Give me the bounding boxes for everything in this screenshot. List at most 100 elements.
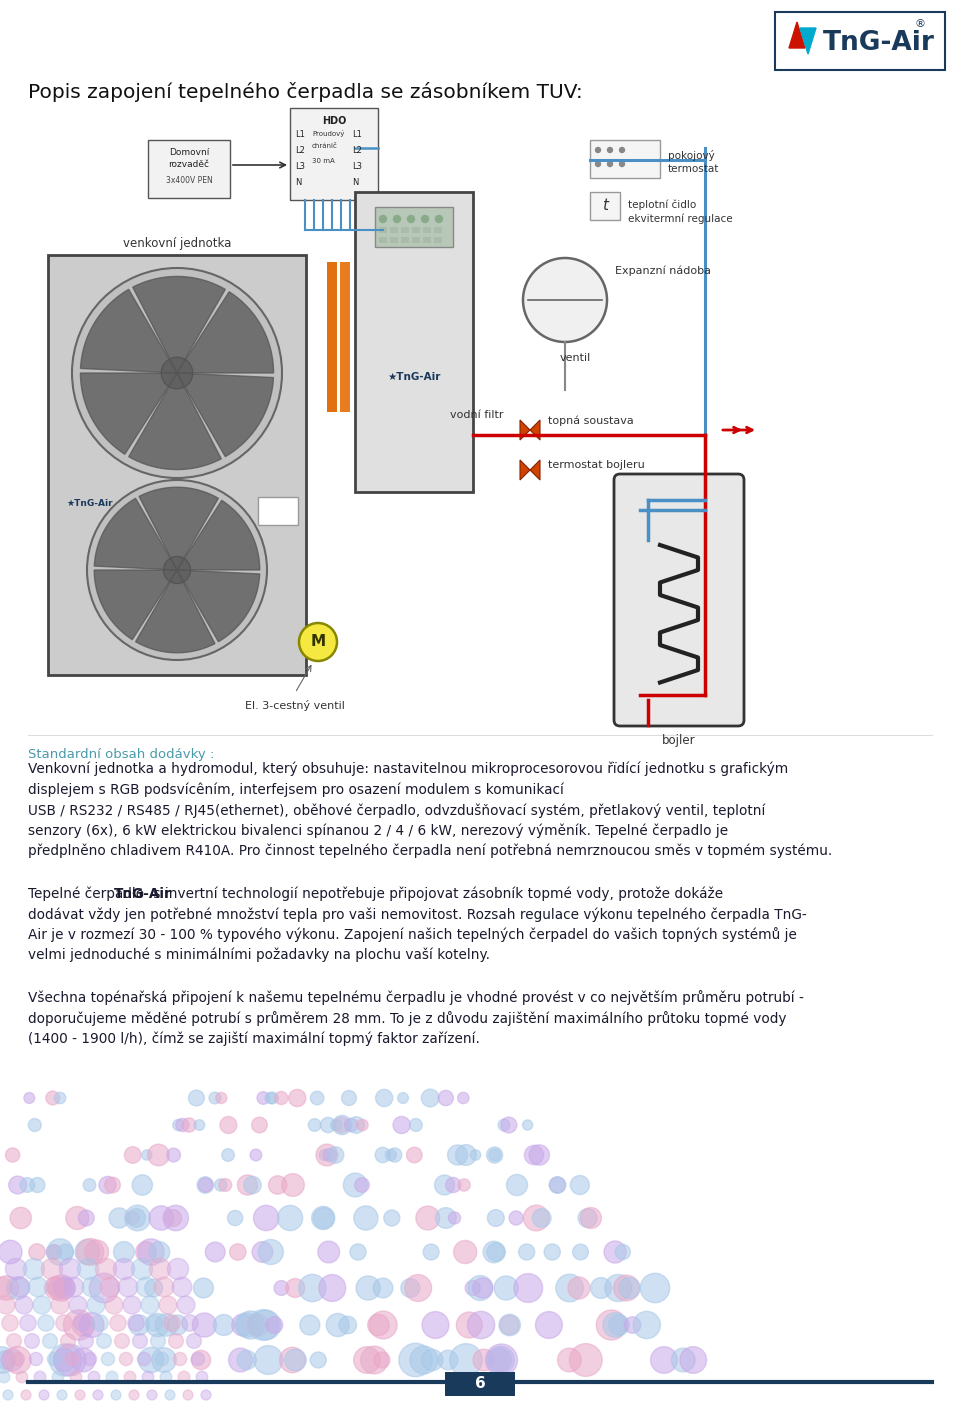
Circle shape — [60, 1259, 81, 1280]
Circle shape — [524, 1145, 543, 1164]
Circle shape — [498, 1119, 510, 1131]
Circle shape — [398, 1343, 432, 1377]
Text: Tepelné čerpadlo: Tepelné čerpadlo — [28, 887, 149, 901]
Circle shape — [237, 1174, 257, 1195]
Bar — [401, 237, 409, 244]
Circle shape — [191, 1350, 210, 1370]
Circle shape — [80, 1312, 104, 1338]
Circle shape — [253, 1346, 283, 1374]
Circle shape — [384, 1209, 400, 1226]
Bar — [434, 237, 442, 244]
Circle shape — [127, 1208, 146, 1228]
Circle shape — [523, 258, 607, 342]
Circle shape — [286, 1278, 304, 1298]
Circle shape — [148, 1145, 169, 1166]
Text: Standardní obsah dodávky :: Standardní obsah dodávky : — [28, 748, 214, 760]
Text: termostat bojleru: termostat bojleru — [548, 460, 645, 470]
Circle shape — [356, 1276, 380, 1300]
Circle shape — [137, 1239, 164, 1266]
Text: teplotní čidlo: teplotní čidlo — [628, 200, 696, 211]
Bar — [423, 237, 431, 244]
Text: doporučujeme měděné potrubí s průměrem 28 mm. To je z důvodu zajištění maximální: doporučujeme měděné potrubí s průměrem 2… — [28, 1011, 786, 1026]
Circle shape — [310, 1091, 324, 1105]
Bar — [379, 237, 387, 244]
Text: Venkovní jednotka a hydromodul, který obsuhuje: nastavitelnou mikroprocesorovou : Venkovní jednotka a hydromodul, který ob… — [28, 762, 788, 776]
Circle shape — [142, 1150, 152, 1160]
Text: displejem s RGB podsvícêním, interfejsem pro osazení modulem s komunikací: displejem s RGB podsvícêním, interfejsem… — [28, 783, 564, 797]
Bar — [327, 262, 337, 413]
Circle shape — [30, 1353, 42, 1366]
Polygon shape — [520, 460, 530, 480]
Circle shape — [281, 1174, 304, 1197]
Circle shape — [436, 1208, 456, 1228]
Circle shape — [188, 1090, 204, 1105]
Circle shape — [205, 1242, 225, 1262]
Circle shape — [228, 1211, 243, 1225]
Circle shape — [169, 1333, 183, 1349]
Circle shape — [609, 1315, 629, 1335]
Circle shape — [1, 1349, 23, 1371]
Circle shape — [299, 1274, 326, 1301]
Circle shape — [201, 1390, 211, 1400]
Circle shape — [64, 1277, 84, 1297]
Circle shape — [97, 1333, 111, 1349]
Circle shape — [483, 1242, 505, 1263]
Circle shape — [216, 1093, 227, 1104]
Circle shape — [47, 1239, 73, 1266]
Circle shape — [53, 1349, 76, 1371]
Polygon shape — [94, 498, 177, 570]
Circle shape — [47, 1353, 60, 1366]
Circle shape — [487, 1148, 503, 1163]
Circle shape — [0, 1276, 18, 1300]
Circle shape — [60, 1333, 76, 1349]
Circle shape — [72, 268, 282, 477]
Circle shape — [353, 1346, 380, 1373]
Circle shape — [265, 1093, 276, 1104]
Circle shape — [619, 1277, 640, 1298]
Circle shape — [375, 1148, 391, 1163]
Circle shape — [177, 1295, 195, 1314]
Text: ®: ® — [915, 18, 926, 30]
Circle shape — [350, 1243, 366, 1260]
Text: venkovní jednotka: venkovní jednotka — [123, 237, 231, 251]
Circle shape — [394, 215, 400, 222]
Circle shape — [590, 1277, 612, 1298]
Circle shape — [321, 1118, 336, 1132]
Circle shape — [89, 1273, 119, 1302]
Circle shape — [164, 1315, 180, 1331]
Text: L2: L2 — [352, 146, 362, 155]
Circle shape — [182, 1118, 196, 1132]
Circle shape — [339, 1316, 356, 1333]
Circle shape — [379, 215, 387, 222]
Circle shape — [357, 1119, 368, 1131]
Circle shape — [344, 1173, 367, 1197]
Circle shape — [522, 1119, 533, 1131]
Circle shape — [445, 1177, 461, 1193]
Polygon shape — [132, 276, 226, 373]
Circle shape — [275, 1091, 288, 1104]
Circle shape — [489, 1149, 501, 1162]
Circle shape — [0, 1371, 10, 1383]
Circle shape — [78, 1259, 99, 1280]
Text: Domovní: Domovní — [169, 148, 209, 158]
Polygon shape — [94, 570, 177, 639]
Circle shape — [196, 1371, 207, 1383]
Circle shape — [150, 1259, 171, 1280]
Circle shape — [161, 358, 193, 389]
Circle shape — [138, 1347, 163, 1373]
Bar — [401, 227, 409, 232]
Bar — [48, 255, 306, 674]
Circle shape — [102, 1353, 114, 1366]
Circle shape — [114, 1333, 130, 1349]
Circle shape — [596, 1309, 626, 1340]
Circle shape — [75, 1390, 85, 1400]
Circle shape — [624, 1316, 640, 1333]
Circle shape — [488, 1209, 504, 1226]
Circle shape — [16, 1371, 28, 1383]
Text: Air je v rozmezí 30 - 100 % typového výkonu. Zapojení našich tepelných čerpadel : Air je v rozmezí 30 - 100 % typového výk… — [28, 928, 797, 942]
Bar — [390, 237, 398, 244]
Text: TnG-Air: TnG-Air — [823, 30, 935, 56]
Text: 6: 6 — [474, 1377, 486, 1391]
Circle shape — [370, 1311, 397, 1339]
Circle shape — [277, 1205, 302, 1231]
